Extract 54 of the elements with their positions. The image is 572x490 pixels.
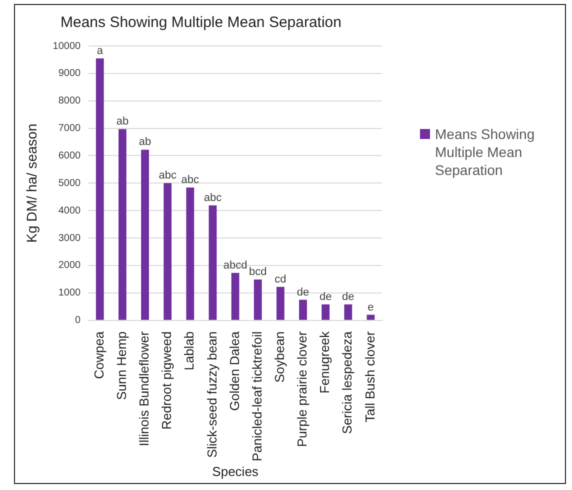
x-tick-label: Sericia lespedeza <box>340 330 355 434</box>
bar <box>186 188 194 320</box>
y-tick-label: 3000 <box>58 232 82 244</box>
data-label: de <box>342 290 354 303</box>
x-tick-label: Lablab <box>182 331 197 370</box>
chart-title: Means Showing Multiple Mean Separation <box>60 14 342 32</box>
bar <box>366 314 375 320</box>
data-label: cd <box>274 273 286 286</box>
y-tick-label: 4000 <box>58 205 82 216</box>
bar <box>231 272 240 320</box>
data-label: bcd <box>248 266 267 278</box>
bar <box>96 58 104 320</box>
x-tick-label: Purple prairie clover <box>294 330 310 447</box>
y-tick-label: 5000 <box>58 178 82 189</box>
y-tick-label: 7000 <box>58 123 82 134</box>
data-label: abcd <box>223 259 248 272</box>
data-label: a <box>96 44 104 57</box>
data-label: abc <box>204 192 222 204</box>
x-axis-title: Species <box>212 464 259 479</box>
bar <box>276 286 284 320</box>
x-tick-label: Cowpea <box>91 330 106 380</box>
y-axis-title: Kg DM/ ha/ season <box>23 124 40 243</box>
x-tick-label: Sunn Hemp <box>114 331 130 400</box>
bar <box>254 279 262 320</box>
x-tick-label: Fenugreek <box>317 330 332 394</box>
y-tick-label: 2000 <box>58 260 82 272</box>
bar <box>208 205 217 320</box>
legend-label: Means Showing Multiple Mean Separation <box>435 125 536 179</box>
y-tick-label: 8000 <box>58 96 82 107</box>
y-tick-label: 1000 <box>58 288 82 299</box>
x-tick-label: Tall Bush clover <box>362 330 378 422</box>
data-label: abc <box>181 174 200 186</box>
x-tick-label: Panicled-leaf ticktrefoil <box>249 331 264 462</box>
x-tick-label: Golden Dalea <box>226 330 242 411</box>
bar <box>344 304 352 320</box>
y-tick-label: 0 <box>75 315 82 326</box>
data-label: ab <box>116 116 129 128</box>
y-tick-label: 6000 <box>58 150 82 162</box>
bar <box>118 129 126 320</box>
y-tick-label: 10000 <box>52 40 82 52</box>
bar <box>322 304 330 320</box>
x-tick-label: Soybean <box>272 331 288 383</box>
y-tick-label: 9000 <box>58 68 82 80</box>
data-label: de <box>296 286 310 298</box>
x-tick-label: Slick-seed fuzzy bean <box>204 331 220 458</box>
data-label: e <box>368 301 374 314</box>
bar <box>299 300 307 320</box>
data-label: ab <box>138 136 152 148</box>
x-tick-label: Illinois Bundleflower <box>136 330 152 446</box>
x-tick-label: Redroot pigweed <box>159 331 174 430</box>
bar <box>164 183 172 320</box>
bar <box>141 150 149 320</box>
data-label: de <box>319 290 332 303</box>
data-label: abc <box>158 170 177 182</box>
